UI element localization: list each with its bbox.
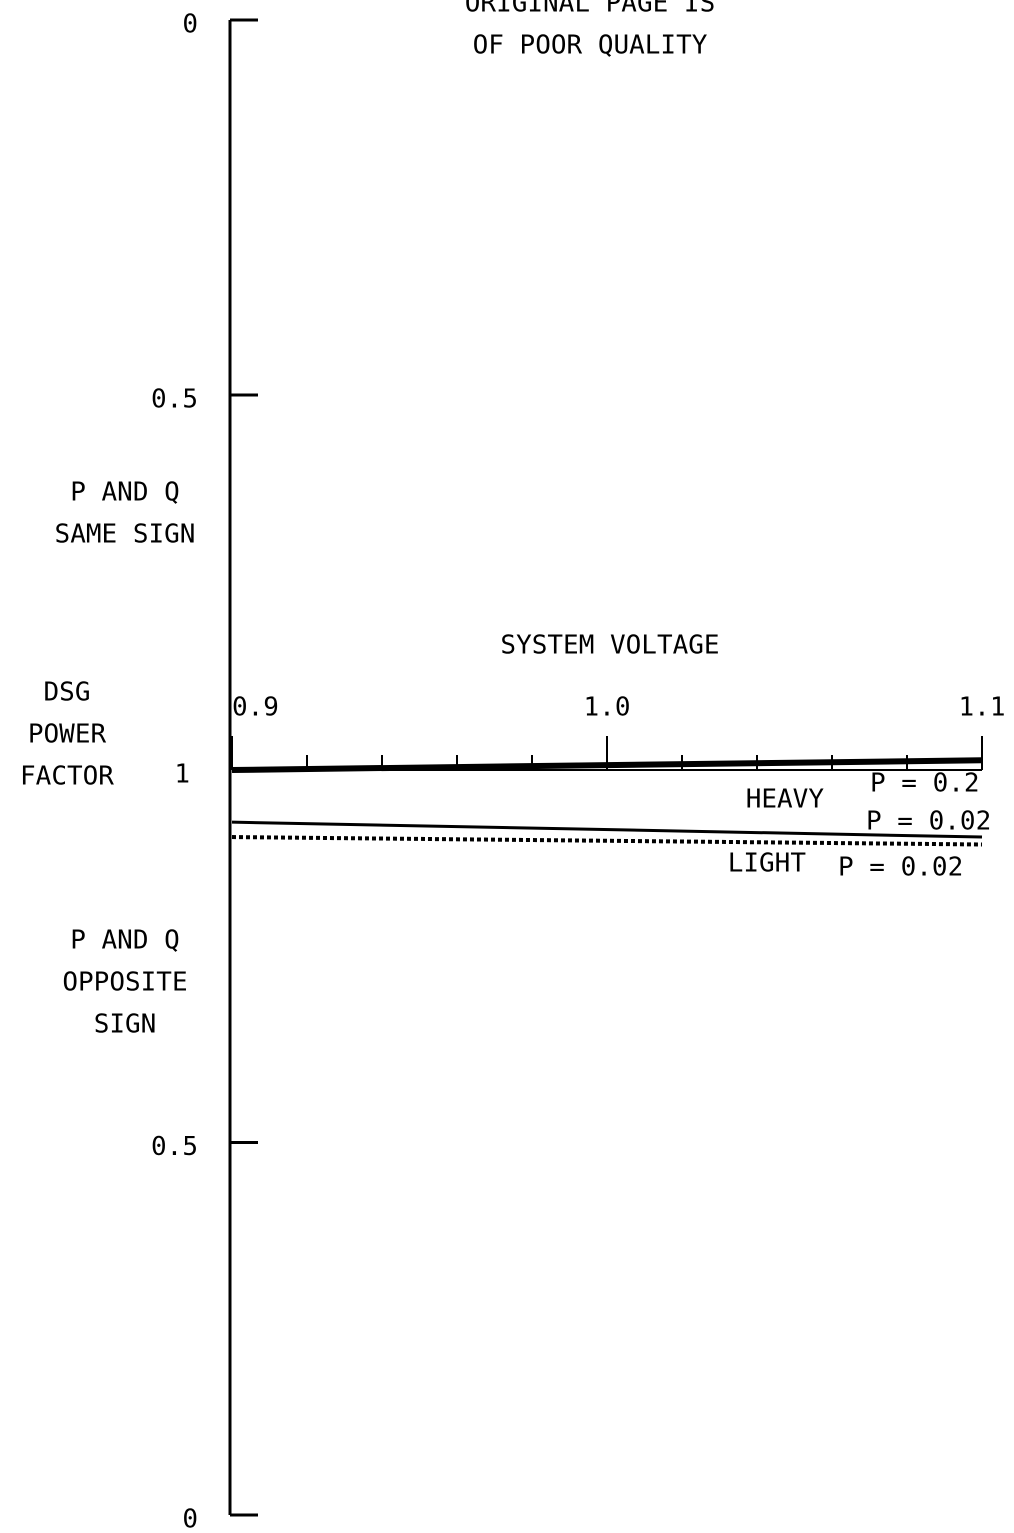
- y2-tick-label: 0.5: [151, 1132, 198, 1162]
- y2-tick-label: 0: [182, 1505, 198, 1533]
- y-tick-label: 0.5: [151, 385, 198, 415]
- series-line: [231, 757, 983, 773]
- series-line: [231, 820, 983, 839]
- series-label: P = 0.2: [870, 769, 980, 799]
- annotation: HEAVY: [746, 785, 825, 815]
- x-tick-label: 0.9: [232, 693, 279, 723]
- y-tick-label: 0: [182, 10, 198, 40]
- annotation: DSG: [44, 678, 91, 708]
- annotation: FACTOR: [20, 762, 114, 792]
- series-label: P = 0.02: [838, 853, 963, 883]
- series-line: [231, 835, 983, 847]
- annotation: SIGN: [94, 1010, 157, 1040]
- x-tick-label: 1.1: [959, 693, 1006, 723]
- annotation: P AND Q: [70, 478, 180, 508]
- annotation: SAME SIGN: [55, 520, 196, 550]
- annotation: SYSTEM VOLTAGE: [500, 631, 719, 661]
- annotation: OF POOR QUALITY: [473, 31, 708, 61]
- annotation: POWER: [28, 720, 107, 750]
- y-tick-label: 1: [174, 760, 190, 790]
- annotation: LIGHT: [728, 849, 807, 879]
- x-tick-label: 1.0: [584, 693, 631, 723]
- annotation: ORIGINAL PAGE IS: [465, 0, 715, 19]
- annotation: OPPOSITE: [62, 968, 187, 998]
- annotation: P AND Q: [70, 926, 180, 956]
- series-label: P = 0.02: [866, 807, 991, 837]
